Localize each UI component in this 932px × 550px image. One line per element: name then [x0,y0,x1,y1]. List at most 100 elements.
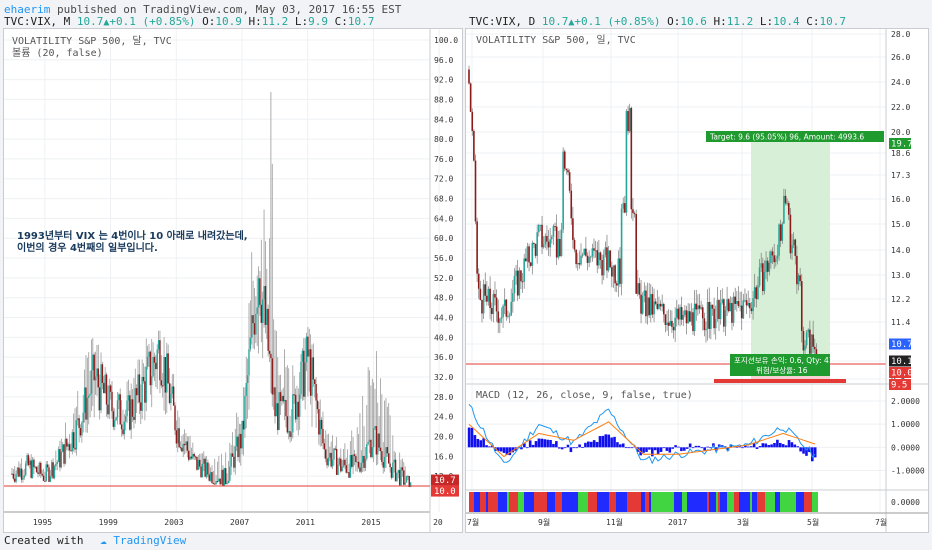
right-y-tick: 14.0 [891,246,910,255]
left-candle [294,394,297,420]
left-candle [183,443,186,446]
right-chart-svg[interactable]: 28.0 26.0 24.0 22.0 20.0 18.6 17.3 16.0 15.0 14.0… [466,29,928,532]
macd-hist-bar [784,445,788,448]
signal-line[interactable] [468,421,816,458]
right-candle [674,317,676,331]
left-chart-svg[interactable]: 100.0 96.0 92.0 88.0 84.0 80.0 76.0 72.0 68.0 64.… [4,29,462,532]
right-candle [484,284,487,296]
left-candle [366,444,368,459]
left-candle [60,451,63,468]
macd-hist-bar [627,447,631,449]
left-candle [97,368,100,388]
left-candle [407,476,409,478]
right-candle [619,258,621,284]
right-candle [525,258,527,262]
publish-header: ehaerim published on TradingView.com, Ma… [4,3,401,16]
macd-hist-bar [557,447,561,449]
left-candle [341,466,343,472]
left-candle [23,475,26,478]
right-candle [536,232,538,256]
right-candle [776,255,779,259]
right-candle [773,255,775,263]
left-candle [74,447,76,450]
left-candle [151,376,153,386]
right-candle [656,303,659,309]
target-label[interactable]: Target: 9.6 (95.05%) 96, Amount: 4993.6 [706,131,884,142]
right-candle [510,301,513,316]
left-candle [164,357,167,393]
right-candle [526,246,529,262]
left-candle [279,392,282,402]
left-candle [283,399,286,402]
left-candle [271,358,273,395]
left-y-tick: 60.0 [434,234,453,243]
left-candle [148,351,150,357]
right-y-tick: 26.0 [891,53,910,62]
macd-hist-bar [610,437,613,448]
left-candle [137,374,139,396]
right-candle [783,195,785,224]
annotation-line-1[interactable]: 1993년부터 VIX 는 4번이나 10 아래로 내려갔는데, [17,229,248,242]
right-candle [609,250,612,268]
right-candle [794,239,797,256]
right-candle [516,270,519,296]
left-candle [134,388,136,420]
left-candle [186,441,189,451]
left-y-tick: 48.0 [434,294,453,303]
tradingview-link[interactable]: TradingView [113,534,187,547]
left-candle [240,433,242,449]
right-candle [736,301,738,304]
left-candle [235,436,238,447]
right-candle [539,224,542,226]
macd-hist-bar [694,445,698,448]
left-candle [175,430,178,444]
right-symbol[interactable]: TVC:VIX, D [469,15,536,28]
right-candle [651,294,654,315]
macd-y-tick: 1.0000 [891,420,920,429]
left-candle [182,443,184,452]
created-with-text: Created with [4,534,84,547]
right-candle [760,263,762,268]
up-triangle-icon: ▲ [568,17,575,28]
left-chart-panel[interactable]: 100.0 96.0 92.0 88.0 84.0 80.0 76.0 72.0 68.0 64.… [3,28,463,533]
left-candle [257,278,260,308]
left-candle [326,458,328,466]
l-label: L: [759,15,774,28]
position-label[interactable]: 포지션보유 손익: 0.6, Qty: 416 위험/보상율: 16 [730,354,838,376]
strip-segment [518,492,521,512]
right-candle [534,243,537,256]
left-candle [382,461,384,468]
left-candle [252,315,254,324]
left-candle [116,400,119,418]
right-chart-panel[interactable]: 28.0 26.0 24.0 22.0 20.0 18.6 17.3 16.0 15.0 14.0… [465,28,929,533]
right-candle [486,295,488,302]
price-tag-lower-text: 10.0 [434,487,456,497]
left-candle [168,383,171,403]
right-candle [700,307,702,309]
left-candle [101,364,104,383]
left-candle [31,459,34,478]
author-link[interactable]: ehaerim [4,3,51,16]
macd-hist-bar [502,447,506,453]
left-y-tick: 28.0 [434,393,453,402]
macd-hist-bar [758,446,762,448]
strip-segment [765,492,775,512]
left-candle [189,456,191,460]
left-candle [229,466,231,481]
strip-segment [682,492,687,512]
right-y-tick: 16.0 [891,195,910,204]
left-candle [281,395,283,402]
right-candle [648,297,650,316]
left-candle [56,462,58,465]
left-candle [174,405,176,431]
left-symbol[interactable]: TVC:VIX, M [4,15,71,28]
left-candle [114,420,116,427]
macd-line[interactable] [468,404,816,465]
left-candle [215,480,217,485]
left-candle [357,461,360,468]
macd-hist-bar [761,443,765,448]
right-candle [662,304,665,315]
left-candle [34,466,36,468]
annotation-line-2[interactable]: 이번의 경우 4번째의 일부입니다. [17,241,158,254]
left-candle [245,382,247,396]
